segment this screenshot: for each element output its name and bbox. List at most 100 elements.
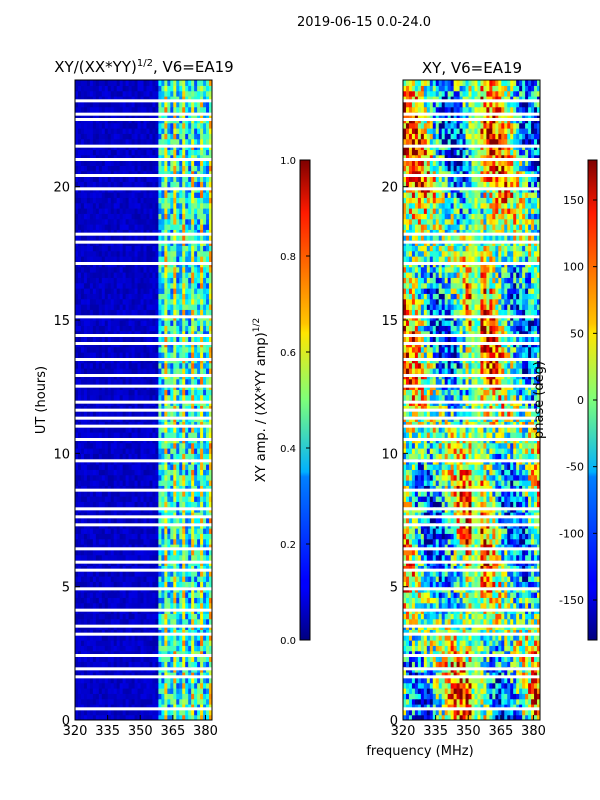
heatmap-cell <box>107 501 112 508</box>
heatmap-cell <box>95 576 100 582</box>
heatmap-cell <box>206 650 210 657</box>
heatmap-cell <box>125 325 130 332</box>
heatmap-cell <box>89 229 94 236</box>
heatmap-cell <box>191 352 195 358</box>
heatmap-cell <box>182 597 186 604</box>
heatmap-cell <box>158 576 162 582</box>
heatmap-cell <box>116 442 121 449</box>
heatmap-cell <box>161 389 165 396</box>
heatmap-cell <box>98 698 103 705</box>
heatmap-cell <box>167 394 171 401</box>
heatmap-cell <box>89 224 94 230</box>
heatmap-cell <box>113 709 118 716</box>
heatmap-cell <box>179 650 183 657</box>
heatmap-cell <box>140 426 145 433</box>
heatmap-cell <box>140 682 145 689</box>
heatmap-cell <box>140 448 145 454</box>
heatmap-cell <box>149 405 154 412</box>
heatmap-cell <box>188 368 192 374</box>
heatmap-cell <box>155 154 159 161</box>
heatmap-cell <box>134 394 139 401</box>
heatmap-cell <box>143 229 148 236</box>
heatmap-cell <box>116 453 121 460</box>
heatmap-cell <box>188 165 192 172</box>
heatmap-cell <box>101 629 106 636</box>
heatmap-cell <box>158 256 162 262</box>
heatmap-cell <box>75 581 79 588</box>
heatmap-cell <box>167 192 171 198</box>
heatmap-cell <box>200 181 204 188</box>
heatmap-cell <box>167 528 171 534</box>
heatmap-cell <box>86 544 91 550</box>
heatmap-cell <box>173 469 177 476</box>
heatmap-cell <box>128 394 133 401</box>
heatmap-cell <box>200 661 204 668</box>
heatmap-cell <box>206 394 210 401</box>
heatmap-cell <box>155 421 159 428</box>
heatmap-cell <box>77 256 82 262</box>
heatmap-cell <box>170 512 174 518</box>
heatmap-cell <box>209 709 212 716</box>
heatmap-cell <box>134 501 139 508</box>
heatmap-cell <box>146 693 151 700</box>
heatmap-cell <box>116 682 121 689</box>
heatmap-cell <box>92 256 97 262</box>
heatmap-cell <box>104 405 109 412</box>
heatmap-cell <box>119 421 124 428</box>
heatmap-cell <box>164 448 168 454</box>
heatmap-cell <box>155 650 159 657</box>
heatmap-cell <box>137 693 142 700</box>
heatmap-cell <box>86 368 91 374</box>
heatmap-cell <box>113 224 118 230</box>
heatmap-cell <box>125 693 130 700</box>
heatmap-cell <box>140 629 145 636</box>
heatmap-cell <box>86 448 91 454</box>
heatmap-cell <box>107 234 112 241</box>
heatmap-cell <box>116 394 121 401</box>
heatmap-cell <box>110 576 115 582</box>
heatmap-cell <box>182 698 186 705</box>
heatmap-cell <box>95 618 100 625</box>
heatmap-cell <box>170 709 174 716</box>
heatmap-cell <box>128 709 133 716</box>
heatmap-cell <box>185 549 189 556</box>
heatmap-cell <box>152 213 157 220</box>
heatmap-cell <box>146 154 151 161</box>
heatmap-cell <box>95 426 100 433</box>
heatmap-cell <box>95 277 100 284</box>
heatmap-cell <box>185 453 189 460</box>
heatmap-cell <box>86 650 91 657</box>
figure-suptitle: 2019-06-15 0.0-24.0 <box>297 15 431 30</box>
heatmap-cell <box>140 256 145 262</box>
heatmap-cell <box>140 464 145 470</box>
heatmap-cell <box>101 224 106 230</box>
heatmap-cell <box>209 432 212 438</box>
heatmap-cell <box>92 448 97 454</box>
heatmap-cell <box>149 714 154 720</box>
heatmap-cell <box>197 304 201 310</box>
heatmap-cell <box>164 202 168 209</box>
heatmap-cell <box>206 682 210 689</box>
heatmap-cell <box>125 469 130 476</box>
heatmap-cell <box>176 693 180 700</box>
heatmap-cell <box>107 154 112 161</box>
heatmap-cell <box>158 581 162 588</box>
heatmap-cell <box>146 570 151 577</box>
heatmap-cell <box>128 544 133 550</box>
heatmap-cell <box>134 581 139 588</box>
heatmap-cell <box>158 533 162 540</box>
heatmap-cell <box>209 448 212 454</box>
heatmap-cell <box>140 293 145 300</box>
heatmap-cell <box>86 218 91 225</box>
heatmap-cell <box>113 197 118 204</box>
heatmap-cell <box>206 533 210 540</box>
heatmap-cell <box>155 298 159 305</box>
heatmap-cell <box>143 672 148 678</box>
heatmap-cell <box>164 282 168 289</box>
heatmap-cell <box>191 645 195 652</box>
heatmap-cell <box>137 714 142 720</box>
heatmap-cell <box>77 266 82 273</box>
heatmap-cell <box>194 250 198 257</box>
heatmap-cell <box>92 533 97 540</box>
heatmap-cell <box>137 682 142 689</box>
